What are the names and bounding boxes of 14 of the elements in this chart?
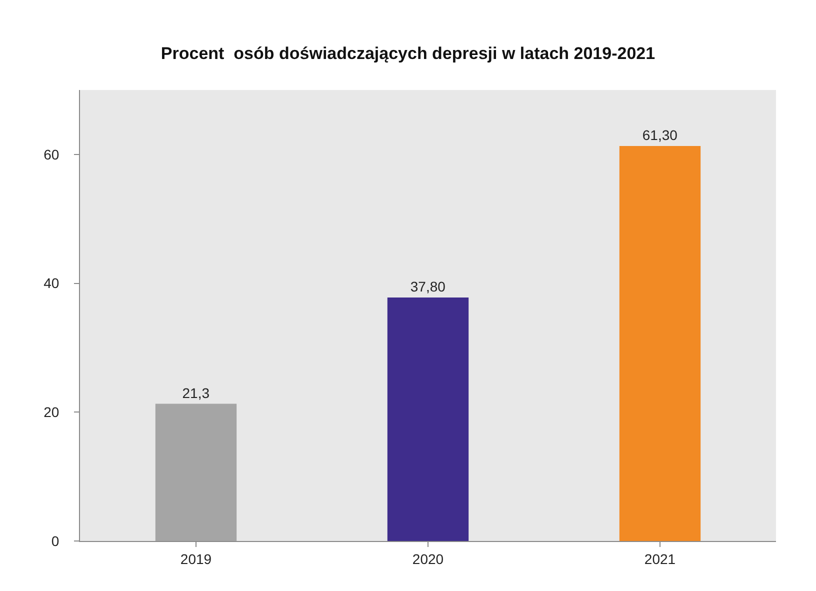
data-label: 37,80 [410, 278, 446, 294]
x-tick-label: 2021 [644, 550, 676, 567]
y-tick-label: 60 [44, 146, 60, 162]
x-tick-label: 2019 [180, 550, 212, 567]
data-label: 21,3 [182, 384, 210, 401]
y-tick-label: 0 [51, 532, 60, 549]
bar [387, 297, 469, 541]
chart-title: Procent osób doświadczających depresji w latach 2019-2021 [160, 44, 656, 64]
y-tick-label: 40 [44, 275, 60, 292]
x-tick-label: 2020 [412, 550, 444, 567]
bar [155, 404, 237, 541]
bar [619, 146, 701, 541]
y-tick-label: 20 [44, 404, 60, 420]
data-label: 61,30 [642, 127, 678, 144]
